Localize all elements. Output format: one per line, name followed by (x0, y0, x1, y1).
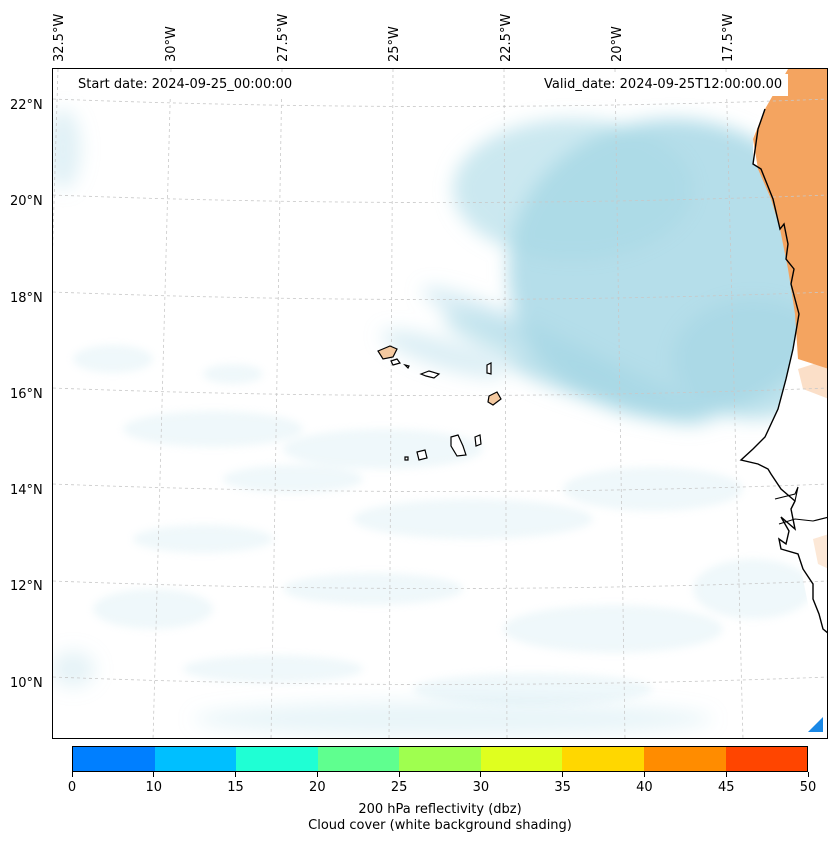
colorbar-segment-7 (643, 747, 726, 771)
colorbar-segment-1 (154, 747, 237, 771)
island-santiago (450, 434, 467, 457)
cloud-cover-layer (53, 109, 827, 737)
colorbar-segment-3 (317, 747, 400, 771)
gambia-border (774, 486, 799, 502)
colorbar-tick-label: 15 (227, 780, 244, 795)
lat-label-22n: 22°N (10, 98, 43, 113)
colorbar-segment-4 (399, 747, 481, 771)
lon-label-22-5w: 22.5°W (499, 13, 514, 62)
colorbar-tick-mark (643, 772, 645, 777)
lat-label-10n: 10°N (10, 676, 43, 691)
lon-label-27-5w: 27.5°W (276, 13, 291, 62)
lon-label-17-5w: 17.5°W (721, 13, 736, 62)
lat-label-18n: 18°N (10, 291, 43, 306)
colorbar-subtitle: Cloud cover (white background shading) (308, 818, 572, 833)
colorbar-tick-mark (153, 772, 155, 777)
reflectivity-cell (808, 717, 823, 732)
island-brava (404, 456, 409, 461)
cape-verde-islands (377, 345, 502, 461)
guinea-land-tint (813, 534, 827, 569)
colorbar-tick-label: 0 (67, 780, 77, 795)
map-panel[interactable] (52, 68, 828, 739)
colorbar (72, 746, 808, 772)
lon-label-25w: 25°W (387, 26, 402, 62)
colorbar-segment-6 (562, 747, 644, 771)
lat-label-14n: 14°N (10, 483, 43, 498)
colorbar-tick-mark (235, 772, 237, 777)
island-sal (486, 362, 492, 375)
colorbar-tick-mark (398, 772, 400, 777)
colorbar-tick-mark (316, 772, 318, 777)
colorbar-segment-5 (480, 747, 563, 771)
colorbar-tick-mark (807, 772, 809, 777)
colorbar-tick-label: 40 (636, 780, 653, 795)
africa-coastline (739, 108, 827, 634)
colorbar-tick-mark (480, 772, 482, 777)
lon-label-20w: 20°W (610, 26, 625, 62)
colorbar-segment-2 (236, 747, 318, 771)
map-canvas (53, 69, 827, 738)
island-maio (474, 434, 482, 447)
start-date-label: Start date: 2024-09-25_00:00:00 (72, 74, 299, 96)
colorbar-tick-label: 25 (390, 780, 408, 795)
colorbar-tick-mark (725, 772, 727, 777)
island-santa-luzia (403, 363, 410, 370)
lat-label-20n: 20°N (10, 194, 43, 209)
colorbar-tick-label: 35 (554, 780, 571, 795)
colorbar-tick-label: 20 (309, 780, 326, 795)
guinea-bissau-coast (778, 516, 827, 525)
colorbar-tick-label: 10 (145, 780, 163, 795)
colorbar-segment-0 (73, 747, 155, 771)
island-sao-nicolau (419, 370, 441, 379)
colorbar-segment-8 (725, 747, 808, 771)
western-sahara-mauritania-land (753, 69, 827, 369)
colorbar-title: 200 hPa reflectivity (dbz) (358, 802, 522, 817)
colorbar-tick-label: 30 (472, 780, 490, 795)
valid-date-label: Valid_date: 2024-09-25T12:00:00.00 (538, 74, 789, 96)
coastline-layer (739, 108, 827, 634)
island-santo-antao (377, 345, 398, 360)
lon-label-32-5w: 32.5°W (52, 13, 67, 62)
colorbar-tick-mark (562, 772, 564, 777)
colorbar-tick-label: 45 (717, 780, 735, 795)
lat-label-16n: 16°N (10, 387, 43, 402)
lon-label-30w: 30°W (164, 26, 179, 62)
gridlines (53, 69, 827, 738)
lat-label-12n: 12°N (10, 579, 43, 594)
island-fogo (416, 449, 428, 461)
island-boa-vista (487, 391, 502, 406)
colorbar-tick-label: 50 (799, 780, 817, 795)
colorbar-tick-mark (71, 772, 73, 777)
island-sao-vicente (390, 358, 402, 366)
